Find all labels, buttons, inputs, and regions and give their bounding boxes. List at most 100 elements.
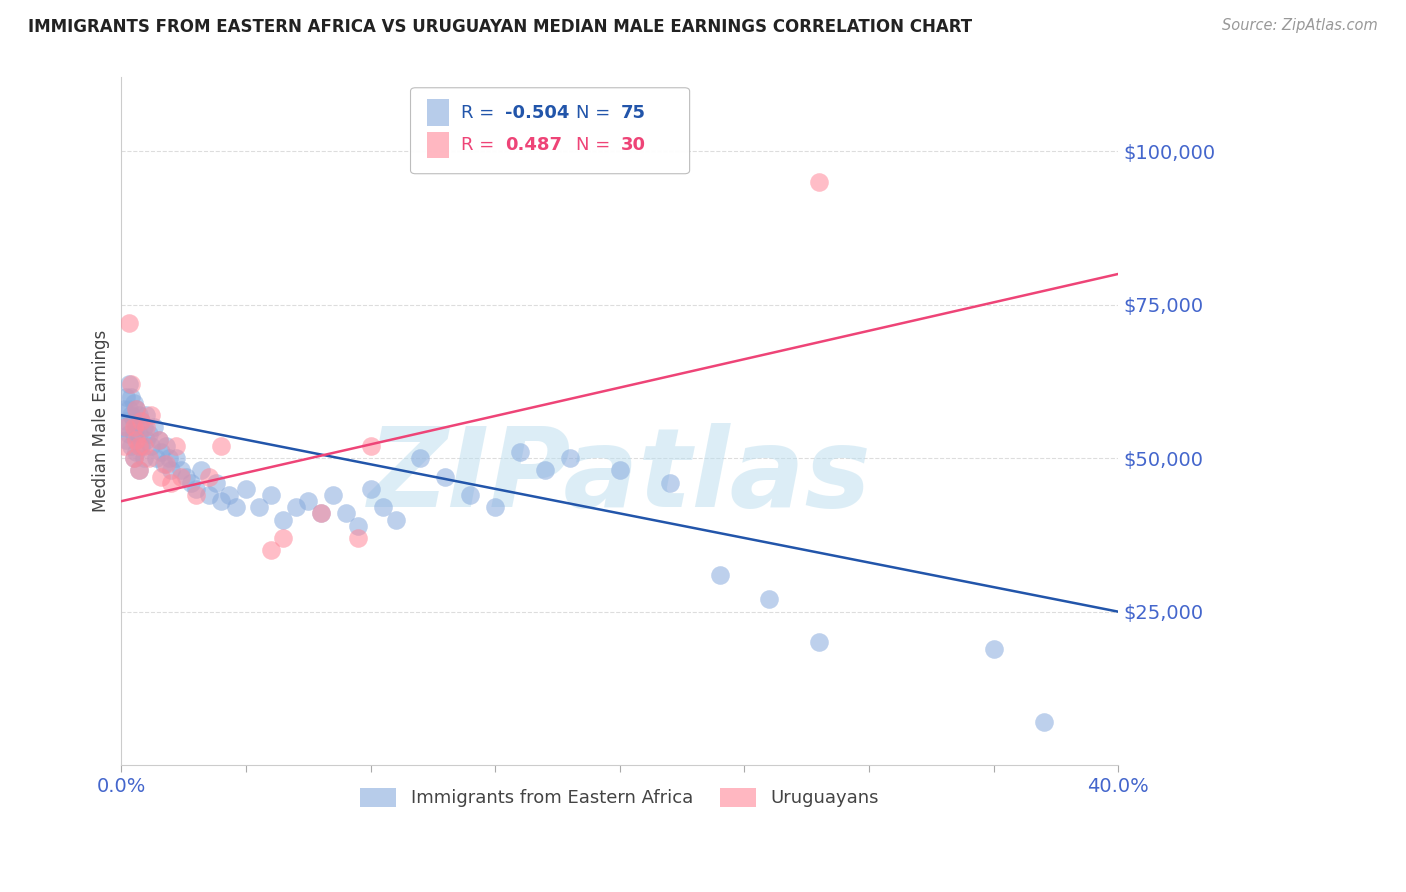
- Point: [125, 420, 148, 434]
- Point: [118, 402, 141, 417]
- Point: [120, 390, 142, 404]
- Point: [609, 463, 631, 477]
- Point: [260, 543, 283, 558]
- Point: [125, 445, 148, 459]
- Point: [115, 390, 138, 404]
- Point: [148, 433, 170, 447]
- FancyBboxPatch shape: [427, 132, 450, 158]
- Point: [484, 500, 506, 515]
- Text: IMMIGRANTS FROM EASTERN AFRICA VS URUGUAYAN MEDIAN MALE EARNINGS CORRELATION CHA: IMMIGRANTS FROM EASTERN AFRICA VS URUGUA…: [28, 18, 972, 36]
- Point: [758, 592, 780, 607]
- Point: [347, 531, 370, 545]
- Point: [120, 408, 142, 422]
- Point: [132, 451, 155, 466]
- Point: [135, 420, 157, 434]
- Point: [122, 451, 145, 466]
- Point: [131, 414, 153, 428]
- Point: [170, 463, 193, 477]
- Point: [1032, 715, 1054, 730]
- Text: ZIPatlas: ZIPatlas: [368, 423, 872, 530]
- Point: [128, 463, 150, 477]
- Point: [120, 377, 142, 392]
- Point: [155, 439, 177, 453]
- Point: [534, 463, 557, 477]
- Point: [125, 402, 148, 417]
- Point: [371, 500, 394, 515]
- Point: [122, 420, 145, 434]
- Point: [135, 408, 157, 422]
- Point: [808, 175, 831, 189]
- Point: [160, 463, 183, 477]
- Point: [260, 488, 283, 502]
- Point: [145, 451, 167, 466]
- Point: [112, 420, 135, 434]
- Point: [141, 439, 163, 453]
- Y-axis label: Median Male Earnings: Median Male Earnings: [93, 330, 110, 512]
- Point: [122, 426, 145, 441]
- Point: [709, 567, 731, 582]
- Point: [153, 458, 176, 472]
- Point: [297, 494, 319, 508]
- Text: 0.487: 0.487: [505, 136, 562, 153]
- Text: -0.504: -0.504: [505, 103, 569, 121]
- Point: [197, 488, 219, 502]
- Point: [360, 439, 382, 453]
- Text: 75: 75: [621, 103, 645, 121]
- Point: [273, 531, 295, 545]
- Point: [322, 488, 344, 502]
- Point: [112, 402, 135, 417]
- Text: R =: R =: [461, 136, 501, 153]
- Point: [150, 445, 173, 459]
- Point: [658, 475, 681, 490]
- Point: [209, 439, 232, 453]
- Point: [174, 469, 197, 483]
- Point: [360, 482, 382, 496]
- Point: [247, 500, 270, 515]
- Point: [115, 433, 138, 447]
- Point: [150, 469, 173, 483]
- Point: [808, 635, 831, 649]
- Point: [190, 463, 212, 477]
- Point: [131, 439, 153, 453]
- Point: [125, 433, 148, 447]
- Point: [131, 414, 153, 428]
- Point: [225, 500, 247, 515]
- Point: [434, 469, 457, 483]
- Point: [347, 518, 370, 533]
- Text: N =: N =: [576, 136, 616, 153]
- Point: [155, 458, 177, 472]
- Point: [509, 445, 531, 459]
- Point: [273, 512, 295, 526]
- Point: [115, 420, 138, 434]
- Point: [165, 451, 187, 466]
- Point: [235, 482, 257, 496]
- Text: N =: N =: [576, 103, 616, 121]
- Text: 30: 30: [621, 136, 645, 153]
- Point: [148, 433, 170, 447]
- Point: [209, 494, 232, 508]
- Point: [122, 451, 145, 466]
- FancyBboxPatch shape: [411, 87, 689, 174]
- Point: [409, 451, 432, 466]
- Point: [128, 426, 150, 441]
- Point: [186, 482, 208, 496]
- Point: [309, 507, 332, 521]
- Point: [138, 426, 160, 441]
- Point: [138, 451, 160, 466]
- FancyBboxPatch shape: [427, 99, 450, 126]
- Point: [197, 469, 219, 483]
- Point: [128, 408, 150, 422]
- Point: [460, 488, 482, 502]
- Text: R =: R =: [461, 103, 501, 121]
- Point: [128, 463, 150, 477]
- Point: [112, 439, 135, 453]
- Point: [205, 475, 228, 490]
- Point: [983, 641, 1005, 656]
- Point: [135, 433, 157, 447]
- Point: [180, 475, 202, 490]
- Point: [132, 420, 155, 434]
- Point: [118, 316, 141, 330]
- Point: [128, 439, 150, 453]
- Point: [122, 414, 145, 428]
- Point: [384, 512, 406, 526]
